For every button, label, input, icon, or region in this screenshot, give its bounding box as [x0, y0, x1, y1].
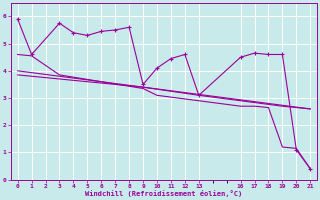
- X-axis label: Windchill (Refroidissement éolien,°C): Windchill (Refroidissement éolien,°C): [85, 190, 243, 197]
